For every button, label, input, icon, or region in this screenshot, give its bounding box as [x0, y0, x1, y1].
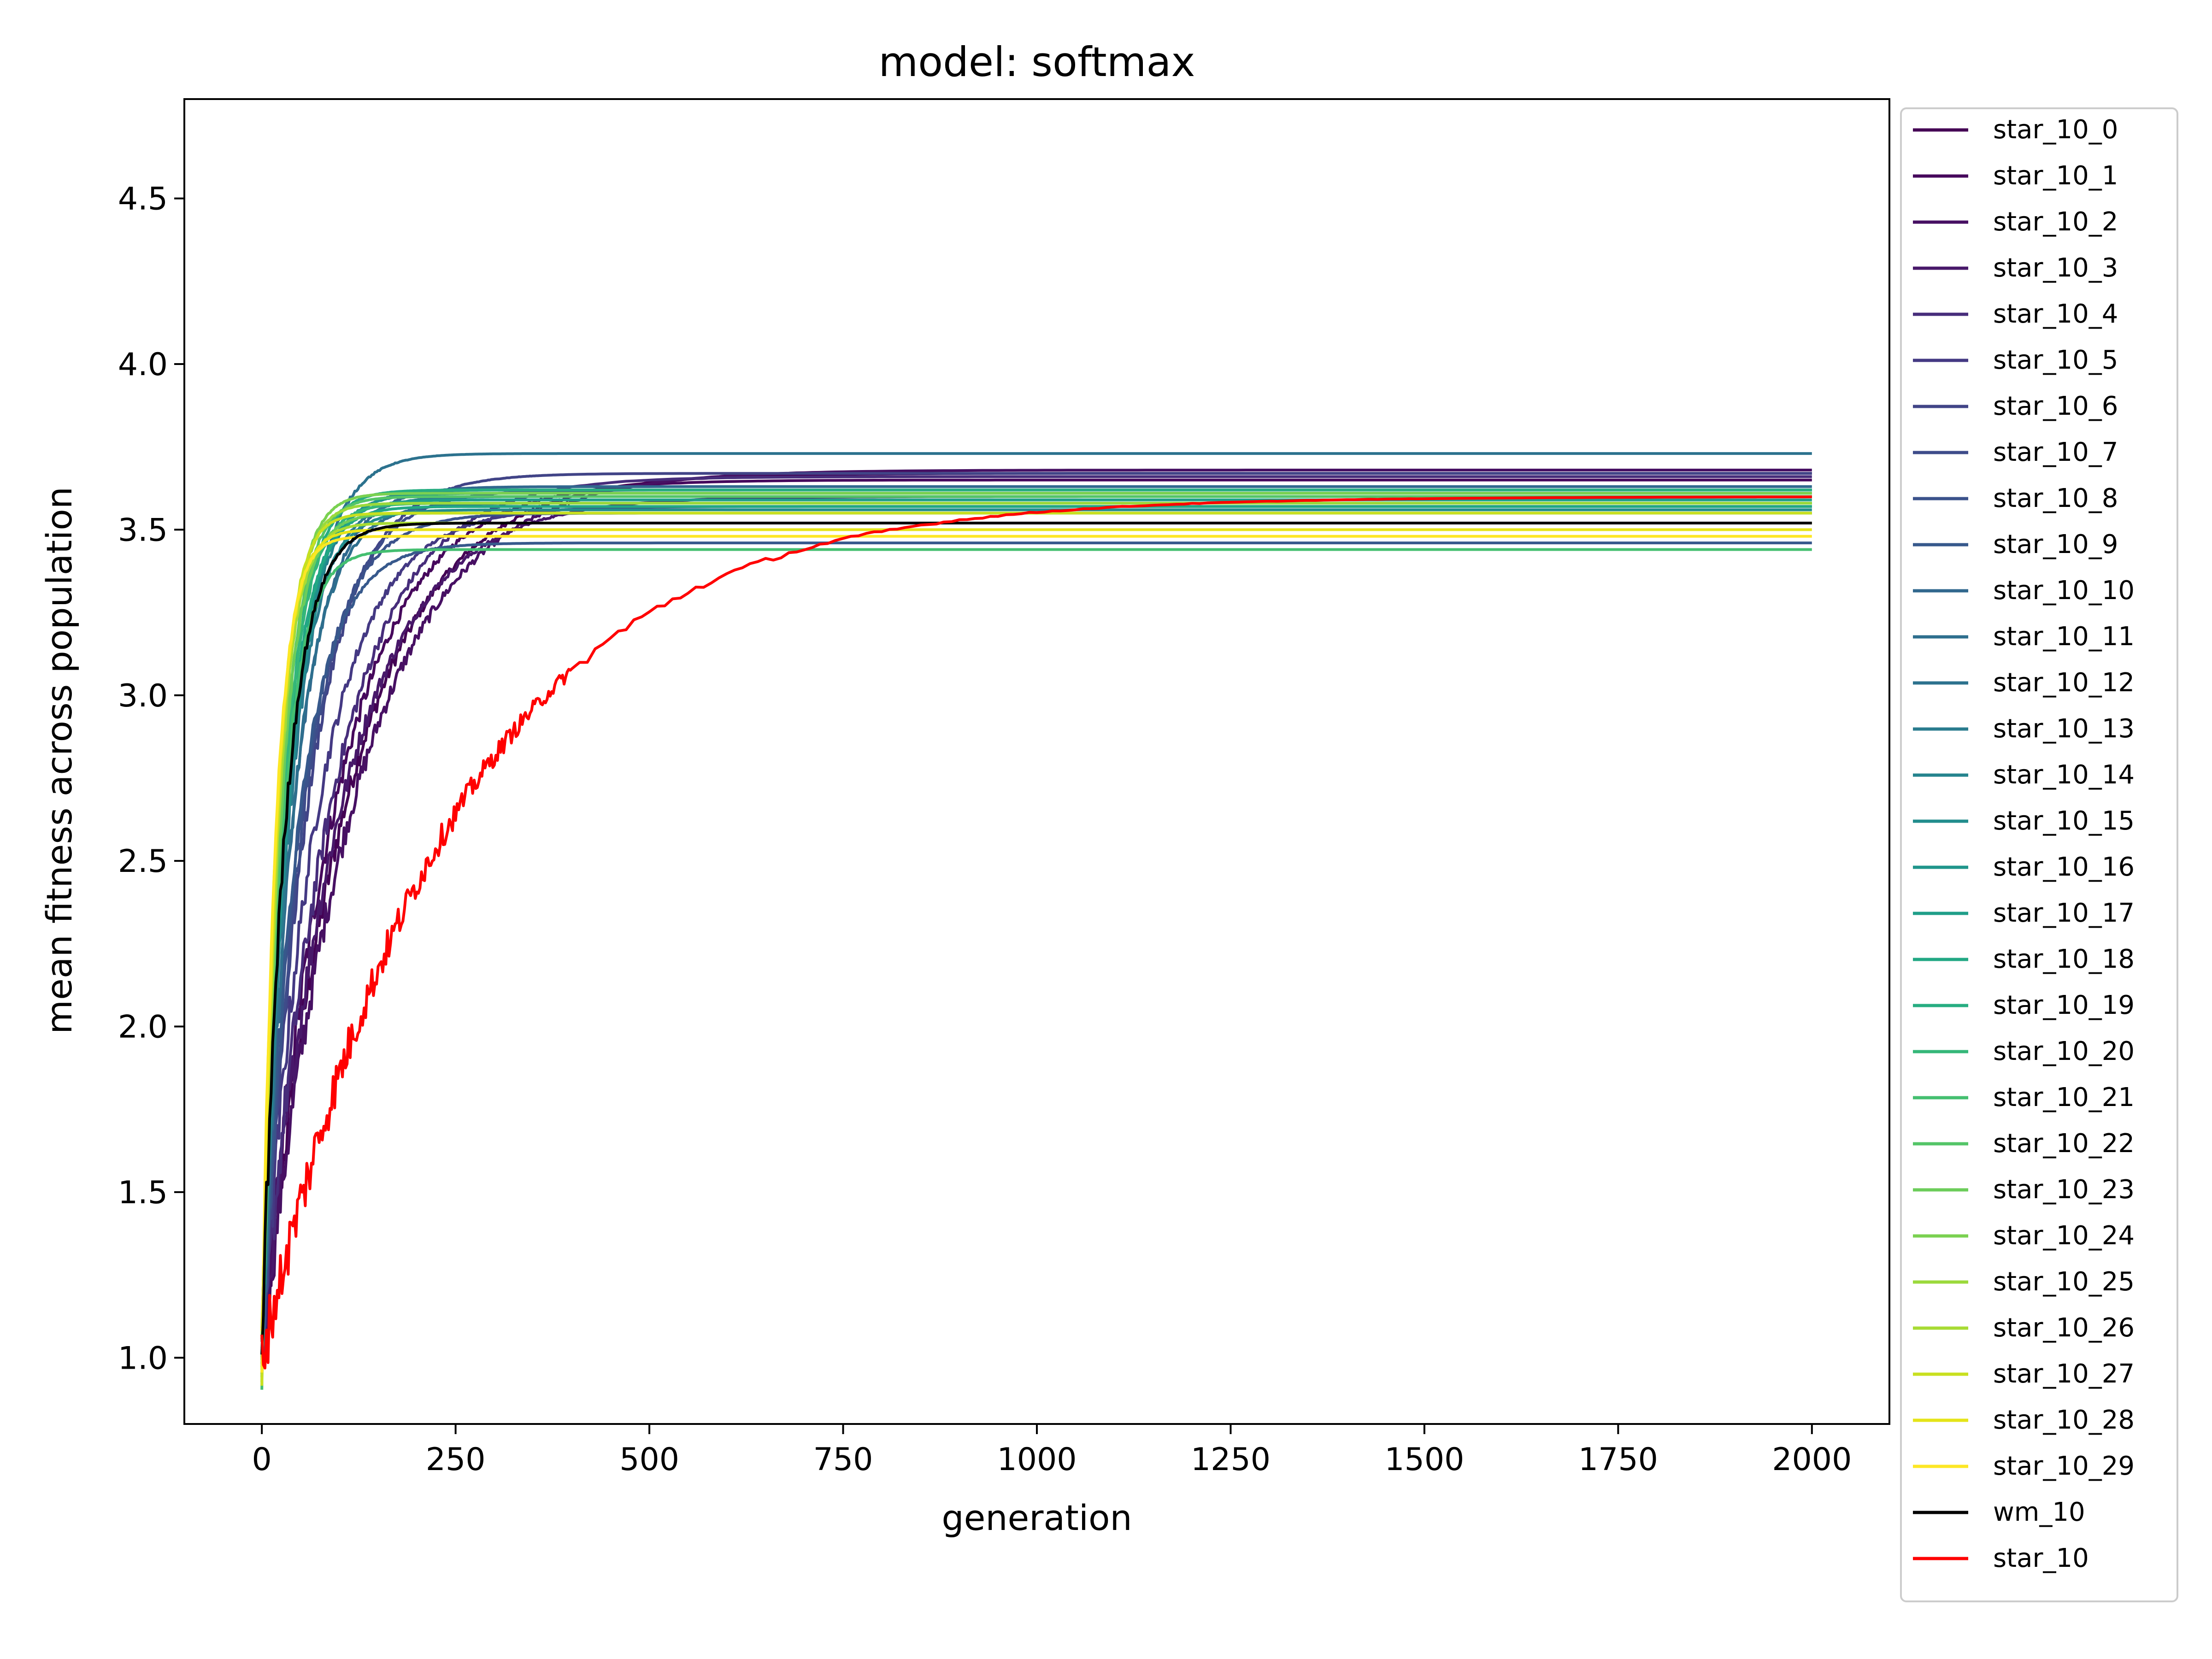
legend-label: star_10_10 — [1993, 576, 2135, 606]
series-line-star_10_16 — [260, 492, 1812, 1377]
y-tick-label: 4.5 — [118, 181, 168, 218]
legend-label: star_10_7 — [1993, 437, 2118, 467]
series-line-star_10_22 — [260, 495, 1812, 1370]
legend-label: star_10_19 — [1993, 990, 2135, 1020]
series-line-star_10_20 — [260, 501, 1812, 1359]
legend-label: star_10_18 — [1993, 944, 2135, 974]
series-line-star_10 — [260, 495, 1812, 1370]
series-line-star_10_17 — [260, 498, 1812, 1341]
series-line-star_10_28 — [260, 528, 1812, 1331]
series-line-star_10_6 — [260, 472, 1812, 1355]
y-tick-label: 3.5 — [118, 512, 168, 548]
chart-title: model: softmax — [879, 38, 1195, 86]
legend-label: star_10_6 — [1993, 391, 2118, 421]
legend-label: star_10_12 — [1993, 668, 2135, 698]
series-line-star_10_15 — [260, 508, 1812, 1358]
x-tick-label: 0 — [252, 1441, 272, 1478]
series-line-star_10_14 — [260, 488, 1812, 1329]
legend-label: star_10_16 — [1993, 852, 2135, 882]
series-line-star_10_29 — [260, 535, 1812, 1373]
plot-lines — [260, 452, 1812, 1390]
series-line-star_10_26 — [260, 522, 1812, 1382]
legend-label: star_10_26 — [1993, 1313, 2135, 1343]
series-line-wm_10 — [260, 522, 1812, 1355]
y-tick-label: 2.0 — [118, 1009, 168, 1046]
series-line-star_10_25 — [260, 501, 1812, 1382]
plot-frame — [183, 98, 1890, 1425]
x-tick-label: 2000 — [1772, 1441, 1852, 1478]
legend-label: star_10_21 — [1993, 1082, 2135, 1112]
series-line-star_10_3 — [260, 495, 1812, 1342]
legend-box — [1900, 107, 2178, 1602]
x-tick-label: 250 — [426, 1441, 486, 1478]
series-line-star_10_24 — [260, 492, 1812, 1336]
x-tick-label: 1250 — [1191, 1441, 1271, 1478]
series-line-star_10_9 — [260, 541, 1812, 1343]
series-line-star_10_11 — [260, 501, 1812, 1357]
x-tick-label: 1750 — [1578, 1441, 1658, 1478]
y-tick-label: 4.0 — [118, 347, 168, 383]
legend-label: star_10_11 — [1993, 622, 2135, 652]
series-line-star_10_19 — [260, 488, 1812, 1358]
legend-label: star_10_15 — [1993, 806, 2135, 836]
y-axis-label: mean fitness across population — [39, 487, 80, 1034]
legend-label: star_10_4 — [1993, 299, 2118, 329]
legend-label: star_10 — [1993, 1543, 2089, 1573]
y-tick-label: 2.5 — [118, 843, 168, 880]
series-line-star_10_5 — [260, 505, 1812, 1364]
series-line-star_10_13 — [260, 495, 1812, 1354]
series-line-star_10_10 — [260, 485, 1812, 1351]
y-tick-label: 1.0 — [118, 1340, 168, 1377]
legend: star_10_0 star_10_1 star_10_2 star_10_3star… — [1900, 107, 2178, 1602]
y-tick-label: 1.5 — [118, 1175, 168, 1211]
x-tick-label: 500 — [619, 1441, 679, 1478]
x-tick-label: 1500 — [1384, 1441, 1464, 1478]
series-line-star_10_18 — [260, 505, 1812, 1364]
series-line-star_10_2 — [260, 469, 1812, 1369]
legend-label: star_10_27 — [1993, 1359, 2135, 1389]
legend-label: star_10_24 — [1993, 1221, 2135, 1251]
series-line-star_10_7 — [260, 488, 1812, 1374]
legend-label: star_10_0 — [1993, 115, 2118, 145]
series-line-star_10_0 — [260, 472, 1812, 1356]
series-line-star_10_23 — [260, 512, 1812, 1364]
legend-label: star_10_28 — [1993, 1405, 2135, 1435]
series-line-star_10_12 — [260, 452, 1812, 1368]
legend-label: star_10_29 — [1993, 1451, 2135, 1481]
x-axis-label: generation — [941, 1497, 1132, 1538]
x-tick-label: 750 — [813, 1441, 873, 1478]
series-line-star_10_21 — [260, 548, 1812, 1390]
y-tick-label: 3.0 — [118, 678, 168, 714]
legend-label: star_10_9 — [1993, 529, 2118, 559]
series-line-star_10_27 — [260, 512, 1812, 1386]
series-line-star_10_4 — [260, 475, 1812, 1340]
legend-label: wm_10 — [1993, 1497, 2085, 1527]
x-tick-label: 1000 — [997, 1441, 1077, 1478]
legend-label: star_10_8 — [1993, 483, 2118, 513]
series-line-star_10_1 — [260, 478, 1812, 1360]
y-axis-ticks: 1.0 1.5 2.0 2.5 3.0 3.5 4.0 4.5 — [118, 181, 184, 1377]
legend-label: star_10_3 — [1993, 253, 2118, 283]
legend-label: star_10_13 — [1993, 714, 2135, 744]
x-axis-ticks: 0 250 500 750 1000 1250 1500 1750 2000 — [252, 1424, 1852, 1478]
legend-label: star_10_25 — [1993, 1267, 2135, 1297]
legend-label: star_10_20 — [1993, 1036, 2135, 1066]
legend-label: star_10_23 — [1993, 1175, 2135, 1205]
legend-label: star_10_5 — [1993, 345, 2118, 375]
legend-label: star_10_22 — [1993, 1129, 2135, 1159]
legend-label: star_10_1 — [1993, 161, 2118, 191]
series-line-star_10_8 — [260, 512, 1812, 1331]
legend-label: star_10_2 — [1993, 207, 2118, 237]
legend-label: star_10_14 — [1993, 760, 2135, 790]
legend-label: star_10_17 — [1993, 898, 2135, 928]
